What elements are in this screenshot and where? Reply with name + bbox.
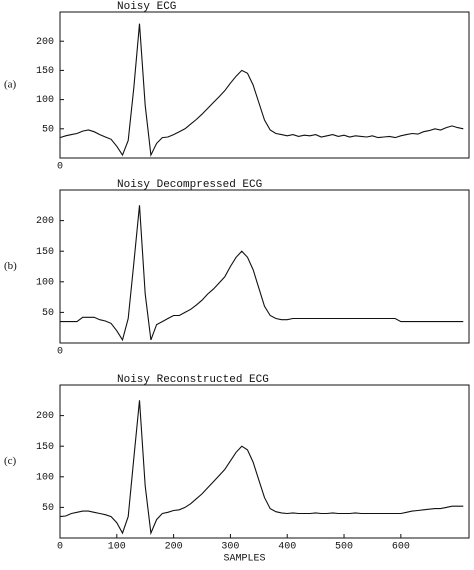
y-tick-label: 100 [36,95,54,106]
ecg-line [59,400,464,536]
y-tick-label: 50 [42,503,54,514]
chart-title: Noisy Reconstructed ECG [117,374,269,386]
plot-frame [59,189,470,344]
y-tick-label: 200 [36,37,54,48]
x-tick-label: 300 [221,542,239,553]
panel-label: (c) [4,455,17,467]
y-tick-label: 50 [42,124,54,135]
x-tick-label: 600 [392,542,410,553]
x-tick-label: 0 [57,347,63,358]
y-tick-label: 100 [36,277,54,288]
y-tick-label: 150 [36,442,54,453]
y-tick-label: 200 [36,216,54,227]
x-tick-label: 0 [57,162,63,173]
x-tick-label: 100 [108,542,126,553]
chart-title: Noisy Decompressed ECG [117,179,262,191]
x-tick-label: 0 [57,542,63,553]
y-tick-label: 100 [36,472,54,483]
plot-frame [59,11,470,159]
y-tick-label: 150 [36,66,54,77]
x-tick-label: 500 [335,542,353,553]
y-tick-label: 200 [36,411,54,422]
panel-label: (b) [4,260,17,272]
plot-frame [59,384,470,539]
y-tick-label: 50 [42,308,54,319]
ecg-line [60,205,464,342]
ecg-line [59,23,464,158]
y-tick-label: 150 [36,247,54,258]
x-tick-label: 400 [278,542,296,553]
x-tick-label: 200 [165,542,183,553]
chart-title: Noisy ECG [117,1,176,13]
x-axis-label: SAMPLES [223,554,265,565]
panel-label: (a) [4,79,17,91]
